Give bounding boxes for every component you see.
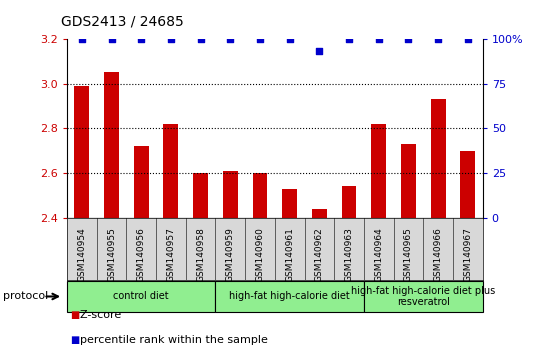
Bar — [371, 124, 386, 218]
Text: GSM140959: GSM140959 — [226, 227, 235, 282]
Point — [137, 36, 146, 42]
Text: control diet: control diet — [113, 291, 169, 302]
Bar — [223, 171, 238, 218]
Point — [78, 36, 86, 42]
Text: ■: ■ — [70, 335, 79, 345]
Point — [196, 36, 205, 42]
Text: GSM140958: GSM140958 — [196, 227, 205, 282]
Point — [463, 36, 472, 42]
Text: GSM140966: GSM140966 — [434, 227, 442, 282]
Text: GDS2413 / 24685: GDS2413 / 24685 — [61, 14, 184, 28]
Text: GSM140963: GSM140963 — [344, 227, 354, 282]
Point — [107, 36, 116, 42]
Text: GSM140962: GSM140962 — [315, 227, 324, 282]
Bar — [431, 99, 445, 218]
Point — [315, 48, 324, 54]
Bar — [193, 173, 208, 218]
Text: protocol: protocol — [3, 291, 48, 302]
Text: Z-score: Z-score — [73, 310, 121, 320]
Point — [256, 36, 264, 42]
Point — [285, 36, 294, 42]
Text: GSM140956: GSM140956 — [137, 227, 146, 282]
Text: high-fat high-calorie diet: high-fat high-calorie diet — [229, 291, 350, 302]
Bar — [312, 209, 327, 218]
Text: GSM140957: GSM140957 — [166, 227, 175, 282]
Text: GSM140954: GSM140954 — [78, 227, 86, 282]
Point — [345, 36, 354, 42]
Text: GSM140965: GSM140965 — [404, 227, 413, 282]
Text: GSM140960: GSM140960 — [256, 227, 264, 282]
Bar — [341, 187, 357, 218]
Bar — [401, 144, 416, 218]
Point — [434, 36, 442, 42]
Text: GSM140967: GSM140967 — [463, 227, 472, 282]
Text: GSM140961: GSM140961 — [285, 227, 294, 282]
Bar — [67, 281, 215, 312]
Bar — [74, 86, 89, 218]
Text: GSM140964: GSM140964 — [374, 227, 383, 282]
Bar — [460, 151, 475, 218]
Text: high-fat high-calorie diet plus
resveratrol: high-fat high-calorie diet plus resverat… — [351, 286, 496, 307]
Point — [404, 36, 413, 42]
Point — [166, 36, 175, 42]
Bar — [163, 124, 179, 218]
Bar — [215, 281, 364, 312]
Text: GSM140955: GSM140955 — [107, 227, 116, 282]
Text: ■: ■ — [70, 310, 79, 320]
Text: percentile rank within the sample: percentile rank within the sample — [73, 335, 267, 345]
Bar — [364, 281, 483, 312]
Bar — [282, 189, 297, 218]
Bar — [253, 173, 267, 218]
Point — [226, 36, 235, 42]
Bar — [134, 146, 148, 218]
Bar — [104, 73, 119, 218]
Point — [374, 36, 383, 42]
